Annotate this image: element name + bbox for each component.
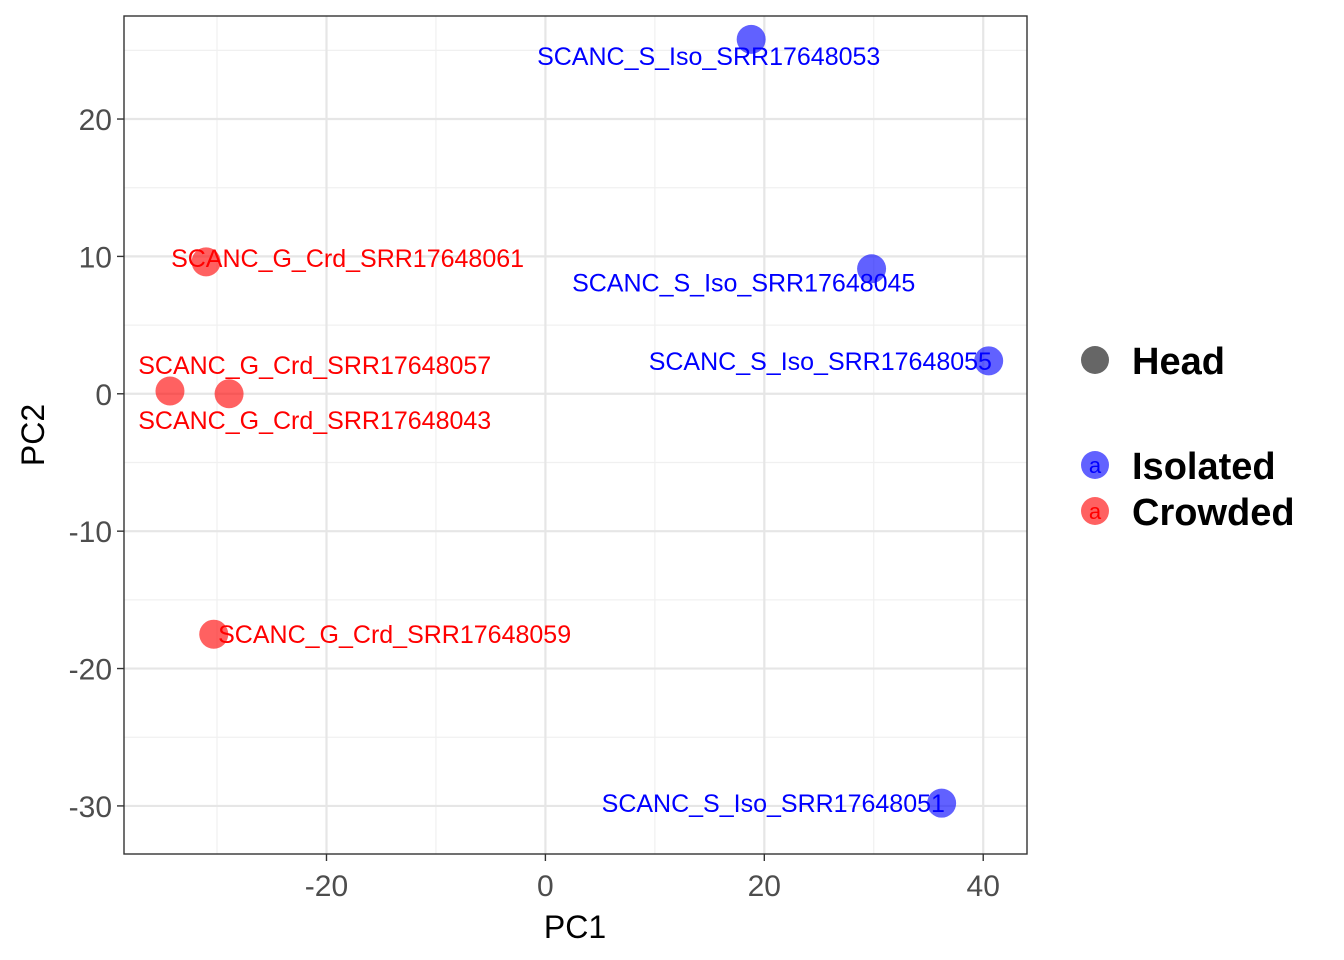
legend: Head a Isolated a Crowded — [1081, 341, 1295, 534]
y-tick-label: -10 — [69, 516, 112, 549]
x-axis-ticks: -20 0 20 40 — [305, 854, 1000, 903]
data-label: SCANC_G_Crd_SRR17648059 — [218, 621, 571, 649]
data-label: SCANC_S_Iso_SRR17648045 — [572, 270, 915, 298]
y-tick-label: 10 — [79, 241, 112, 274]
data-label: SCANC_G_Crd_SRR17648057 — [138, 352, 491, 380]
legend-shape-label: Head — [1132, 341, 1225, 383]
y-axis-title: PC2 — [15, 404, 51, 466]
data-point — [736, 24, 766, 54]
x-tick-label: 40 — [967, 870, 1000, 903]
y-tick-label: -20 — [69, 654, 112, 687]
legend-color-key — [1081, 497, 1109, 525]
legend-shape-key — [1081, 346, 1109, 374]
data-point — [974, 346, 1004, 376]
data-label: SCANC_S_Iso_SRR17648051 — [602, 790, 945, 818]
legend-color-label: Isolated — [1132, 446, 1276, 488]
data-point — [155, 376, 185, 406]
y-tick-label: -30 — [69, 791, 112, 824]
minor-gridlines — [124, 16, 1027, 854]
legend-key-glyph: a — [1089, 453, 1102, 478]
plot-background — [124, 16, 1027, 854]
data-point — [857, 254, 887, 284]
legend-color-key — [1081, 451, 1109, 479]
data-point — [214, 379, 244, 409]
y-tick-label: 20 — [79, 104, 112, 137]
x-tick-label: -20 — [305, 870, 348, 903]
data-label: SCANC_S_Iso_SRR17648053 — [537, 43, 880, 71]
legend-color-label: Crowded — [1132, 492, 1295, 534]
data-point — [191, 247, 221, 277]
y-tick-label: 0 — [95, 379, 112, 412]
x-axis-title: PC1 — [544, 909, 606, 945]
data-point — [927, 788, 957, 818]
data-label: SCANC_G_Crd_SRR17648061 — [171, 245, 524, 273]
point-labels: SCANC_S_Iso_SRR17648053 SCANC_S_Iso_SRR17… — [138, 43, 992, 818]
y-axis-ticks: -30 -20 -10 0 10 20 — [69, 104, 124, 824]
legend-key-glyph: a — [1089, 499, 1102, 524]
plot-panel-border — [123, 15, 1028, 855]
data-label: SCANC_G_Crd_SRR17648043 — [138, 407, 491, 435]
major-gridlines — [124, 16, 1027, 854]
data-label: SCANC_S_Iso_SRR17648055 — [649, 348, 992, 376]
x-tick-label: 20 — [748, 870, 781, 903]
data-points — [155, 24, 1004, 818]
x-tick-label: 0 — [537, 870, 554, 903]
data-point — [199, 619, 229, 649]
